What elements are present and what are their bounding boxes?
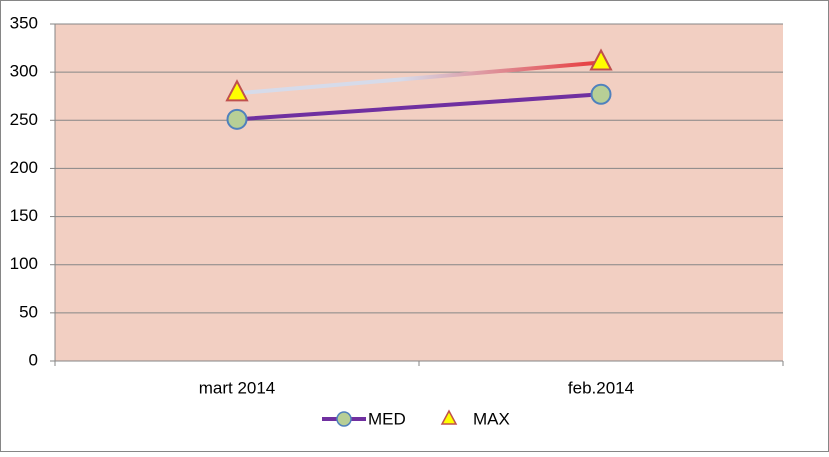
marker (225, 79, 249, 102)
marker (589, 48, 613, 71)
y-tick-label: 200 (10, 158, 38, 177)
y-tick-label: 350 (10, 13, 38, 32)
y-tick-label: 300 (10, 62, 38, 81)
y-tick-label: 250 (10, 110, 38, 129)
y-tick-label: 0 (29, 350, 38, 369)
y-tick-label: 150 (10, 206, 38, 225)
plot-area (55, 24, 783, 361)
legend-label: MAX (473, 409, 510, 428)
marker (590, 83, 612, 105)
series-line (235, 92, 603, 122)
series-line (235, 60, 603, 96)
x-tick-label: feb.2014 (568, 378, 634, 397)
y-tick-label: 100 (10, 254, 38, 273)
marker (226, 108, 248, 130)
legend-marker (440, 409, 458, 425)
y-tick-label: 50 (19, 302, 38, 321)
legend-label: MED (368, 409, 406, 428)
legend-marker (336, 411, 352, 427)
x-tick-label: mart 2014 (199, 378, 276, 397)
